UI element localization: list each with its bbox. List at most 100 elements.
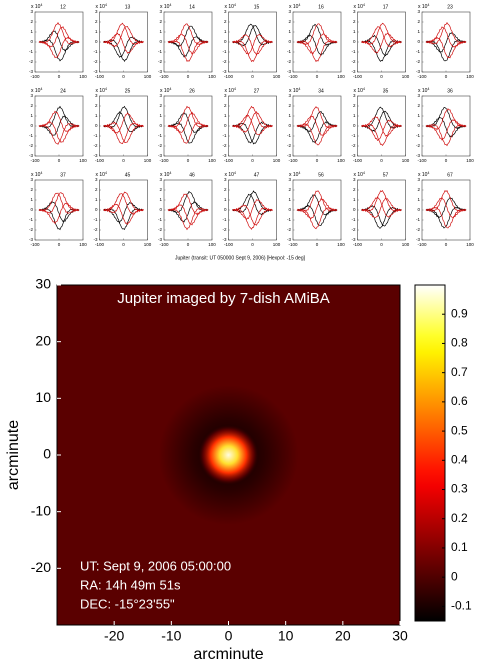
x-tick-label: 10 xyxy=(278,628,294,644)
subplot-title: 23 xyxy=(447,4,453,10)
fringe-curve xyxy=(103,112,144,134)
y-tick-label: 1 xyxy=(417,29,420,34)
x-tick-label: 0 xyxy=(316,242,319,247)
fringe-curve xyxy=(103,191,144,214)
y-tick-label: -2 xyxy=(93,227,97,232)
fringe-curve xyxy=(38,123,80,145)
y-tick-label: -1 xyxy=(158,49,162,54)
y-tick-label: 3 xyxy=(95,93,98,98)
y-tick-label: -1 xyxy=(222,217,226,222)
y-tick-label: -2 xyxy=(287,227,291,232)
y-tick-label: 2 xyxy=(417,187,420,192)
multiplier-exp: 4 xyxy=(427,3,429,7)
multiplier: x 104 xyxy=(225,87,236,94)
y-tick-label: -2 xyxy=(351,143,355,148)
x-tick-label: 100 xyxy=(208,158,216,163)
multiplier-exp: 4 xyxy=(40,3,42,7)
y-tick-label: 2 xyxy=(159,19,162,24)
fringe-curve xyxy=(361,197,402,219)
y-tick-label: -3 xyxy=(351,69,355,74)
fringe-curve xyxy=(167,207,209,231)
fringe-curve xyxy=(296,190,338,212)
fringe-curve xyxy=(38,36,80,59)
x-tick-label: -10 xyxy=(161,628,181,644)
x-axis-label: arcminute xyxy=(193,646,263,663)
colorbar xyxy=(414,284,446,622)
multiplier-exp: 4 xyxy=(234,171,236,175)
fringe-curve xyxy=(103,32,144,54)
x-tick-label: -100 xyxy=(288,242,298,247)
subplot-title: 57 xyxy=(383,172,389,178)
y-tick-label: 0 xyxy=(417,123,420,128)
y-tick-label: -1 xyxy=(29,217,33,222)
y-tick-label: -1 xyxy=(287,133,291,138)
y-tick-label: -3 xyxy=(29,237,33,242)
fringe-curve xyxy=(296,194,338,216)
multiplier-base: x 10 xyxy=(225,172,235,178)
y-tick-label: 0 xyxy=(224,123,227,128)
y-tick-label: -3 xyxy=(93,69,97,74)
colorbar-tick-label: 0.6 xyxy=(451,394,468,408)
fringe-curve xyxy=(103,36,144,58)
x-tick-label: 100 xyxy=(466,158,474,163)
multiplier-base: x 10 xyxy=(354,4,364,10)
multiplier-base: x 10 xyxy=(160,4,170,10)
x-tick-label: -100 xyxy=(95,74,105,79)
y-tick-label: 0 xyxy=(224,39,227,44)
x-tick-label: -100 xyxy=(288,158,298,163)
fringe-curve xyxy=(39,115,80,136)
y-tick-label: 2 xyxy=(417,19,420,24)
y-tick-label: -3 xyxy=(351,153,355,158)
x-tick-label: 100 xyxy=(208,74,216,79)
x-tick-label: 0 xyxy=(58,158,61,163)
subplot-title: 56 xyxy=(318,172,324,178)
y-tick-label: 0 xyxy=(30,123,33,128)
x-tick-label: 0 xyxy=(380,74,383,79)
x-tick-label: -100 xyxy=(353,74,363,79)
multiplier-exp: 4 xyxy=(363,87,365,91)
x-tick-label: 100 xyxy=(402,242,410,247)
fringe-curve xyxy=(361,116,402,137)
x-tick-label: 0 xyxy=(251,74,254,79)
multiplier-base: x 10 xyxy=(31,4,41,10)
x-tick-label: 0 xyxy=(58,242,61,247)
fringe-curve xyxy=(361,196,402,218)
y-tick-label: -3 xyxy=(351,237,355,242)
fringe-curve xyxy=(167,111,209,133)
colorbar-tick-label: 0.9 xyxy=(451,306,468,320)
multiplier: x 104 xyxy=(160,87,171,94)
multiplier: x 104 xyxy=(354,3,365,10)
multiplier-base: x 10 xyxy=(96,88,106,94)
multiplier: x 104 xyxy=(96,3,107,10)
x-tick-label: 100 xyxy=(144,242,152,247)
x-tick-label: -100 xyxy=(224,74,234,79)
y-tick-label: 10 xyxy=(35,389,51,405)
y-tick-label: 1 xyxy=(159,113,162,118)
y-tick-label: 3 xyxy=(30,177,33,182)
y-tick-label: -2 xyxy=(158,59,162,64)
subplot-title: 37 xyxy=(60,172,66,178)
fringe-curve xyxy=(425,108,467,131)
y-tick-label: 2 xyxy=(417,103,420,108)
x-tick-label: 0 xyxy=(316,74,319,79)
y-tick-label: -1 xyxy=(222,133,226,138)
x-tick-label: 100 xyxy=(208,242,216,247)
multiplier-base: x 10 xyxy=(96,172,106,178)
y-tick-label: 3 xyxy=(224,9,227,14)
y-tick-label: 1 xyxy=(288,29,291,34)
x-tick-label: 100 xyxy=(466,242,474,247)
subplot-title: 13 xyxy=(125,4,131,10)
multiplier: x 104 xyxy=(289,3,300,10)
multiplier-exp: 4 xyxy=(234,87,236,91)
x-tick-label: 0 xyxy=(445,242,448,247)
x-tick-label: 100 xyxy=(273,158,281,163)
y-tick-label: -1 xyxy=(222,49,226,54)
y-tick-label: 3 xyxy=(159,9,162,14)
fringe-curve xyxy=(232,190,273,213)
y-tick-label: -1 xyxy=(287,49,291,54)
